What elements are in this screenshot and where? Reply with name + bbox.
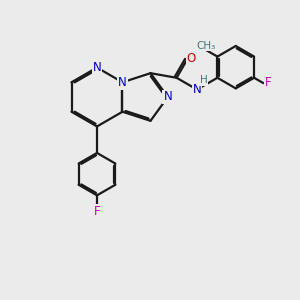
Text: N: N <box>93 61 101 74</box>
Text: H: H <box>200 75 207 85</box>
Text: CH₃: CH₃ <box>196 40 215 50</box>
Text: N: N <box>193 83 201 96</box>
Text: O: O <box>187 52 196 65</box>
Text: N: N <box>118 76 127 89</box>
Text: F: F <box>265 76 272 89</box>
Text: N: N <box>164 91 172 103</box>
Text: F: F <box>94 205 100 218</box>
